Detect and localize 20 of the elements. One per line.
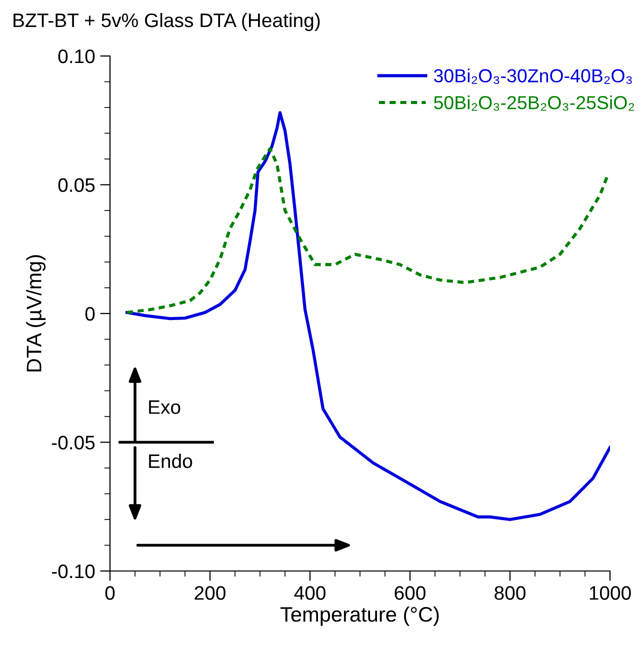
x-tick-label: 200 (194, 586, 226, 600)
y-tick-label: 0.05 (58, 178, 95, 192)
legend-label: 50Bi₂O₃-25B₂O₃-25SiO₂ (434, 96, 634, 111)
line-series (125, 111, 610, 522)
y-tick-label: -0.10 (52, 564, 95, 578)
y-tick-label: 0 (85, 306, 95, 321)
annotation: Exo (149, 400, 180, 414)
annotation: Endo (149, 454, 192, 468)
line-series (125, 147, 610, 314)
x-tick-label: 1000 (590, 586, 631, 600)
x-tick-label: 800 (494, 586, 526, 600)
y-axis-title: DTA (µV/mg) (26, 255, 46, 372)
y-tick-label: 0.10 (58, 49, 95, 64)
x-tick-label: 400 (294, 586, 326, 600)
x-tick-label: 0 (105, 586, 115, 600)
x-tick-label: 600 (394, 586, 426, 600)
y-tick-label: -0.05 (52, 436, 95, 450)
chart-title: BZT-BT + 5v% Glass DTA (Heating) (14, 12, 320, 32)
x-axis-title: Temperature (°C) (280, 606, 439, 626)
legend-label: 30Bi₂O₃-30ZnO-40B₂O₃ (434, 68, 632, 84)
